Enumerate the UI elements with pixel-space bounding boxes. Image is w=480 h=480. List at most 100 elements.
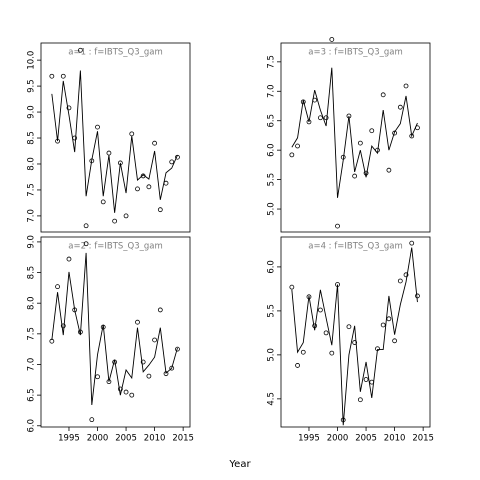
panel-frame (280, 42, 431, 233)
y-tick-label: 7.0 (27, 209, 37, 223)
data-point (352, 173, 358, 179)
data-point (300, 99, 306, 105)
y-tick-label: 7.5 (27, 183, 37, 197)
fit-line (291, 247, 418, 426)
data-point (60, 73, 66, 79)
y-tick-label: 9.5 (27, 79, 37, 93)
data-point (392, 130, 398, 136)
data-point (157, 207, 163, 213)
data-point (169, 159, 175, 165)
panel-title: a=3 : f=IBTS_Q3_gam (308, 48, 403, 58)
data-point (415, 293, 420, 299)
fit-line (291, 67, 418, 198)
data-point (175, 346, 180, 352)
data-point (323, 330, 329, 336)
panel-title: a=4 : f=IBTS_Q3_gam (308, 242, 403, 252)
y-tick-label: 9.0 (27, 235, 37, 249)
fit-line (51, 252, 178, 405)
data-point (123, 213, 129, 219)
data-point (146, 373, 152, 379)
y-tick-label: 8.0 (27, 157, 37, 171)
x-tick-label: 1995 (58, 434, 80, 444)
data-point (403, 272, 409, 278)
x-tick-label: 1995 (298, 434, 320, 444)
data-point (335, 223, 340, 229)
data-point (83, 223, 89, 229)
panel-frame (40, 42, 191, 233)
data-point (129, 392, 135, 398)
data-point (146, 184, 152, 190)
y-tick-label: 8.0 (27, 296, 37, 310)
data-point (95, 124, 100, 130)
data-point (163, 180, 169, 186)
data-point (295, 143, 300, 149)
data-point (357, 397, 363, 403)
x-tick-label: 2010 (144, 434, 166, 444)
data-point (152, 140, 158, 146)
y-tick-label: 6.0 (27, 419, 37, 433)
y-tick-label: 10.0 (27, 51, 37, 70)
y-tick-label: 5.5 (267, 173, 277, 187)
data-point (169, 365, 175, 371)
data-point (317, 115, 323, 121)
data-point (386, 316, 392, 322)
data-point (117, 386, 123, 392)
data-point (409, 240, 415, 246)
data-point (89, 417, 95, 423)
y-tick-label: 5.0 (267, 348, 277, 362)
data-point (397, 278, 403, 284)
x-tick-label: 2005 (115, 434, 137, 444)
data-point (289, 284, 295, 290)
data-point (369, 128, 375, 134)
data-point (66, 105, 72, 111)
data-point (386, 167, 392, 173)
data-point (357, 140, 363, 146)
x-tick-label: 2000 (87, 434, 109, 444)
data-point (152, 337, 158, 343)
data-point (123, 389, 129, 395)
data-point (100, 199, 106, 205)
data-point (66, 256, 72, 262)
y-tick-label: 8.5 (27, 266, 37, 280)
y-tick-label: 7.5 (267, 55, 277, 69)
y-tick-label: 6.0 (267, 260, 277, 274)
y-tick-label: 9.0 (27, 105, 37, 119)
data-point (60, 323, 66, 329)
y-tick-label: 6.0 (267, 143, 277, 157)
data-point (329, 350, 335, 356)
data-point (363, 377, 369, 382)
x-tick-label: 2005 (355, 434, 377, 444)
panel-frame (280, 236, 431, 428)
data-point (346, 324, 352, 330)
y-tick-label: 4.5 (267, 392, 277, 406)
data-point (112, 218, 118, 224)
y-tick-label: 7.0 (27, 358, 37, 372)
data-point (135, 186, 140, 192)
panel-title: a=2 : f=IBTS_Q3_gam (68, 242, 163, 252)
x-tick-label: 2010 (384, 434, 406, 444)
data-point (55, 284, 60, 290)
data-point (300, 349, 306, 355)
y-tick-label: 8.5 (27, 131, 37, 145)
data-point (380, 92, 386, 98)
y-tick-label: 6.5 (267, 114, 277, 128)
x-axis-label: Year (228, 459, 251, 470)
y-tick-label: 7.0 (267, 85, 277, 99)
y-tick-label: 6.5 (27, 388, 37, 402)
data-point (317, 307, 323, 313)
x-tick-label: 2000 (327, 434, 349, 444)
x-tick-label: 2015 (172, 434, 194, 444)
data-point (289, 152, 295, 158)
data-point (83, 241, 89, 247)
x-tick-label: 2015 (412, 434, 434, 444)
fit-line (51, 70, 178, 213)
data-point (323, 115, 329, 121)
data-point (77, 47, 83, 53)
data-point (295, 363, 300, 368)
data-point (329, 37, 335, 42)
data-point (397, 104, 403, 110)
panel-title: a=1 : f=IBTS_Q3_gam (68, 48, 163, 58)
data-point (95, 374, 100, 380)
data-point (352, 340, 358, 345)
